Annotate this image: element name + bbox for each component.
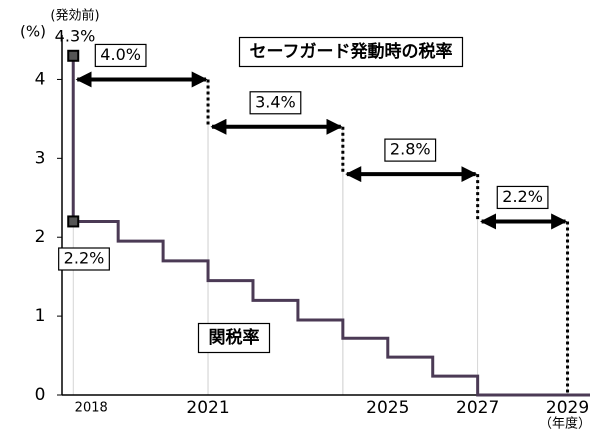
y-tick-label: 0 [35,385,46,405]
y-axis-label: (%) [20,23,46,41]
point [67,215,80,228]
safeguard-label: 2.2% [502,187,543,206]
safeguard-label-box [94,43,147,68]
y-tick-label: 1 [35,306,46,326]
point-note: (発効前) [50,8,99,24]
tariff-line [71,55,590,397]
series-label-box [197,322,271,354]
point-label: 4.3% [55,27,96,46]
x-tick-label: 2025 [366,398,409,418]
safeguard-label: 4.0% [100,45,141,64]
x-unit: （年度） [539,416,591,432]
point-label-box [58,247,110,271]
safeguard-label: 2.8% [390,140,431,159]
x-tick-label: 2018 [75,401,108,416]
y-tick-label: 3 [35,148,46,168]
x-tick-label: 2029 [546,398,589,418]
safeguard-title: セーフガード発動時の税率 [250,41,453,62]
point-label: 2.2% [64,249,105,268]
safeguard-title-box [238,36,464,68]
safeguard-label-box [249,91,302,115]
safeguard-label: 3.4% [255,92,296,111]
y-tick-label: 2 [35,227,46,247]
x-tick-label: 2021 [186,398,229,418]
safeguard-label-box [384,138,437,162]
safeguard-label-box [496,185,549,210]
y-tick-label: 4 [35,69,46,89]
series-label: 関税率 [209,327,260,348]
point [67,49,80,62]
x-tick-label: 2027 [456,398,499,418]
